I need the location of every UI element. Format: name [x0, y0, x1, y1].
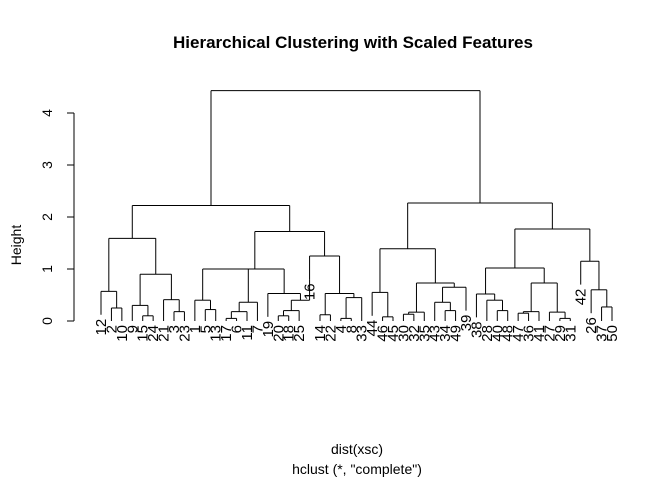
leaf-label-11: 11: [239, 325, 256, 341]
leaf-label-7: 7: [249, 325, 266, 333]
leaf-label-39: 39: [458, 315, 475, 332]
leaf-label-26: 26: [583, 317, 600, 334]
leaf-label-30: 30: [395, 325, 412, 342]
y-tick-label-1: 1: [39, 265, 55, 273]
leaf-label-31: 31: [562, 325, 579, 342]
leaf-labels: 1221091524213231513176117192018251614224…: [93, 283, 621, 341]
leaf-label-5: 5: [197, 325, 214, 333]
leaf-label-49: 49: [448, 325, 465, 342]
leaf-label-10: 10: [114, 325, 131, 342]
leaf-label-48: 48: [500, 325, 517, 342]
y-axis: 0 1 2 3 4: [39, 109, 75, 325]
leaf-label-41: 41: [531, 325, 548, 342]
leaf-label-45: 45: [385, 325, 402, 342]
leaf-label-34: 34: [437, 325, 454, 342]
y-tick-label-4: 4: [39, 109, 55, 117]
leaf-label-38: 38: [468, 321, 485, 338]
leaf-label-6: 6: [229, 325, 246, 333]
leaf-label-22: 22: [322, 325, 339, 342]
leaf-label-21: 21: [156, 325, 173, 342]
dendrogram-tree: [100, 90, 613, 321]
leaf-label-46: 46: [375, 325, 392, 342]
leaf-label-8: 8: [343, 325, 360, 333]
leaf-label-28: 28: [479, 325, 496, 342]
leaf-label-43: 43: [427, 325, 444, 342]
leaf-label-23: 23: [176, 325, 193, 342]
leaf-label-4: 4: [333, 325, 350, 333]
leaf-label-9: 9: [124, 325, 141, 333]
leaf-label-37: 37: [594, 325, 611, 342]
y-tick-label-2: 2: [39, 213, 55, 221]
chart-title: Hierarchical Clustering with Scaled Feat…: [173, 33, 533, 52]
leaf-label-13: 13: [208, 325, 225, 342]
method-sublabel: hclust (*, "complete"): [292, 461, 422, 477]
y-tick-label-3: 3: [39, 161, 55, 169]
leaf-label-18: 18: [281, 325, 298, 342]
leaf-label-29: 29: [552, 325, 569, 342]
leaf-label-24: 24: [145, 325, 162, 342]
leaf-label-40: 40: [489, 325, 506, 342]
leaf-label-47: 47: [510, 325, 527, 342]
leaf-label-2: 2: [103, 325, 120, 333]
leaf-label-14: 14: [312, 325, 329, 342]
leaf-label-33: 33: [354, 325, 371, 342]
y-tick-label-0: 0: [39, 317, 55, 325]
leaf-label-36: 36: [521, 325, 538, 342]
leaf-label-12: 12: [93, 319, 110, 336]
leaf-label-19: 19: [260, 321, 277, 338]
leaf-label-1: 1: [187, 325, 204, 333]
leaf-label-25: 25: [291, 325, 308, 342]
leaf-label-20: 20: [270, 325, 287, 342]
leaf-label-27: 27: [541, 325, 558, 342]
leaf-label-3: 3: [166, 325, 183, 333]
leaf-label-35: 35: [416, 325, 433, 342]
leaf-label-50: 50: [604, 325, 621, 342]
leaf-label-16: 16: [302, 283, 319, 300]
leaf-label-44: 44: [364, 320, 381, 337]
leaf-label-17: 17: [218, 325, 235, 342]
y-axis-label: Height: [8, 225, 24, 266]
leaf-label-32: 32: [406, 325, 423, 342]
leaf-label-15: 15: [135, 325, 152, 342]
leaf-label-42: 42: [573, 289, 590, 306]
x-axis-label: dist(xsc): [331, 441, 383, 457]
